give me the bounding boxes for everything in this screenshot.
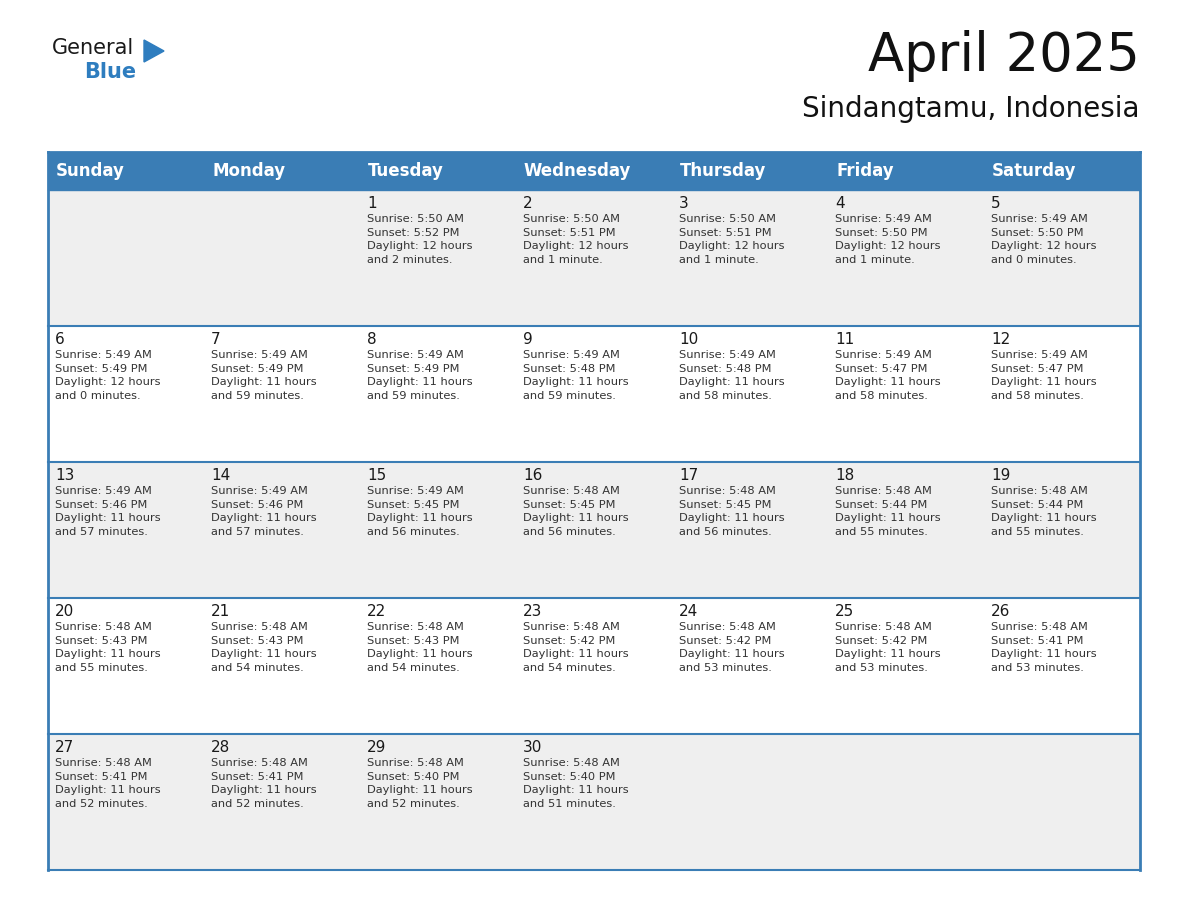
Text: Sunrise: 5:49 AM
Sunset: 5:46 PM
Daylight: 11 hours
and 57 minutes.: Sunrise: 5:49 AM Sunset: 5:46 PM Dayligh… [55, 486, 160, 537]
Bar [48, 462, 1140, 598]
Text: 6: 6 [55, 332, 65, 347]
Text: 8: 8 [367, 332, 377, 347]
Text: 18: 18 [835, 468, 854, 483]
Text: Sunrise: 5:48 AM
Sunset: 5:43 PM
Daylight: 11 hours
and 54 minutes.: Sunrise: 5:48 AM Sunset: 5:43 PM Dayligh… [367, 622, 473, 673]
Text: 11: 11 [835, 332, 854, 347]
Bar [516, 152, 672, 190]
Bar [48, 152, 204, 190]
Text: Sunrise: 5:48 AM
Sunset: 5:45 PM
Daylight: 11 hours
and 56 minutes.: Sunrise: 5:48 AM Sunset: 5:45 PM Dayligh… [680, 486, 784, 537]
Text: 20: 20 [55, 604, 74, 619]
Bar [48, 326, 1140, 462]
Text: 19: 19 [991, 468, 1010, 483]
Text: Sunrise: 5:49 AM
Sunset: 5:48 PM
Daylight: 11 hours
and 58 minutes.: Sunrise: 5:49 AM Sunset: 5:48 PM Dayligh… [680, 350, 784, 401]
Text: Monday: Monday [211, 162, 285, 180]
Text: Friday: Friday [836, 162, 893, 180]
Text: 1: 1 [367, 196, 377, 211]
Text: Sunrise: 5:48 AM
Sunset: 5:42 PM
Daylight: 11 hours
and 53 minutes.: Sunrise: 5:48 AM Sunset: 5:42 PM Dayligh… [680, 622, 784, 673]
Text: Sunrise: 5:49 AM
Sunset: 5:49 PM
Daylight: 11 hours
and 59 minutes.: Sunrise: 5:49 AM Sunset: 5:49 PM Dayligh… [211, 350, 317, 401]
Text: Sunrise: 5:49 AM
Sunset: 5:45 PM
Daylight: 11 hours
and 56 minutes.: Sunrise: 5:49 AM Sunset: 5:45 PM Dayligh… [367, 486, 473, 537]
Text: 24: 24 [680, 604, 699, 619]
Text: Sunrise: 5:49 AM
Sunset: 5:49 PM
Daylight: 11 hours
and 59 minutes.: Sunrise: 5:49 AM Sunset: 5:49 PM Dayligh… [367, 350, 473, 401]
Text: 5: 5 [991, 196, 1000, 211]
Text: 23: 23 [523, 604, 543, 619]
Text: Sunday: Sunday [56, 162, 125, 180]
Bar [360, 152, 516, 190]
Text: Sunrise: 5:50 AM
Sunset: 5:51 PM
Daylight: 12 hours
and 1 minute.: Sunrise: 5:50 AM Sunset: 5:51 PM Dayligh… [523, 214, 628, 264]
Text: 9: 9 [523, 332, 532, 347]
Text: 15: 15 [367, 468, 386, 483]
Text: Sunrise: 5:48 AM
Sunset: 5:40 PM
Daylight: 11 hours
and 52 minutes.: Sunrise: 5:48 AM Sunset: 5:40 PM Dayligh… [367, 758, 473, 809]
Text: Sunrise: 5:48 AM
Sunset: 5:41 PM
Daylight: 11 hours
and 52 minutes.: Sunrise: 5:48 AM Sunset: 5:41 PM Dayligh… [211, 758, 317, 809]
Text: Sunrise: 5:48 AM
Sunset: 5:42 PM
Daylight: 11 hours
and 53 minutes.: Sunrise: 5:48 AM Sunset: 5:42 PM Dayligh… [835, 622, 941, 673]
Text: Sunrise: 5:49 AM
Sunset: 5:50 PM
Daylight: 12 hours
and 0 minutes.: Sunrise: 5:49 AM Sunset: 5:50 PM Dayligh… [991, 214, 1097, 264]
Text: 2: 2 [523, 196, 532, 211]
Bar [984, 152, 1140, 190]
Text: Sunrise: 5:48 AM
Sunset: 5:43 PM
Daylight: 11 hours
and 55 minutes.: Sunrise: 5:48 AM Sunset: 5:43 PM Dayligh… [55, 622, 160, 673]
Text: Sunrise: 5:50 AM
Sunset: 5:51 PM
Daylight: 12 hours
and 1 minute.: Sunrise: 5:50 AM Sunset: 5:51 PM Dayligh… [680, 214, 784, 264]
Text: Sunrise: 5:48 AM
Sunset: 5:41 PM
Daylight: 11 hours
and 52 minutes.: Sunrise: 5:48 AM Sunset: 5:41 PM Dayligh… [55, 758, 160, 809]
Text: 4: 4 [835, 196, 845, 211]
Bar [48, 598, 1140, 734]
Text: 17: 17 [680, 468, 699, 483]
Text: Sunrise: 5:48 AM
Sunset: 5:44 PM
Daylight: 11 hours
and 55 minutes.: Sunrise: 5:48 AM Sunset: 5:44 PM Dayligh… [835, 486, 941, 537]
Text: General: General [52, 38, 134, 58]
Bar [828, 152, 984, 190]
Text: 29: 29 [367, 740, 386, 755]
Text: 25: 25 [835, 604, 854, 619]
Text: 12: 12 [991, 332, 1010, 347]
Text: Sunrise: 5:48 AM
Sunset: 5:42 PM
Daylight: 11 hours
and 54 minutes.: Sunrise: 5:48 AM Sunset: 5:42 PM Dayligh… [523, 622, 628, 673]
Text: Sunrise: 5:48 AM
Sunset: 5:41 PM
Daylight: 11 hours
and 53 minutes.: Sunrise: 5:48 AM Sunset: 5:41 PM Dayligh… [991, 622, 1097, 673]
Text: Sunrise: 5:48 AM
Sunset: 5:40 PM
Daylight: 11 hours
and 51 minutes.: Sunrise: 5:48 AM Sunset: 5:40 PM Dayligh… [523, 758, 628, 809]
Text: Sunrise: 5:48 AM
Sunset: 5:45 PM
Daylight: 11 hours
and 56 minutes.: Sunrise: 5:48 AM Sunset: 5:45 PM Dayligh… [523, 486, 628, 537]
Text: 22: 22 [367, 604, 386, 619]
Text: 21: 21 [211, 604, 230, 619]
Text: 10: 10 [680, 332, 699, 347]
Text: Sunrise: 5:49 AM
Sunset: 5:49 PM
Daylight: 12 hours
and 0 minutes.: Sunrise: 5:49 AM Sunset: 5:49 PM Dayligh… [55, 350, 160, 401]
Text: Sunrise: 5:49 AM
Sunset: 5:47 PM
Daylight: 11 hours
and 58 minutes.: Sunrise: 5:49 AM Sunset: 5:47 PM Dayligh… [835, 350, 941, 401]
Text: Sunrise: 5:50 AM
Sunset: 5:52 PM
Daylight: 12 hours
and 2 minutes.: Sunrise: 5:50 AM Sunset: 5:52 PM Dayligh… [367, 214, 473, 264]
Text: Sindangtamu, Indonesia: Sindangtamu, Indonesia [803, 95, 1140, 123]
Text: 30: 30 [523, 740, 543, 755]
Text: April 2025: April 2025 [868, 30, 1140, 82]
Text: Tuesday: Tuesday [368, 162, 444, 180]
Text: 3: 3 [680, 196, 689, 211]
Text: Sunrise: 5:49 AM
Sunset: 5:46 PM
Daylight: 11 hours
and 57 minutes.: Sunrise: 5:49 AM Sunset: 5:46 PM Dayligh… [211, 486, 317, 537]
Text: Sunrise: 5:49 AM
Sunset: 5:48 PM
Daylight: 11 hours
and 59 minutes.: Sunrise: 5:49 AM Sunset: 5:48 PM Dayligh… [523, 350, 628, 401]
Text: 14: 14 [211, 468, 230, 483]
Text: Sunrise: 5:49 AM
Sunset: 5:50 PM
Daylight: 12 hours
and 1 minute.: Sunrise: 5:49 AM Sunset: 5:50 PM Dayligh… [835, 214, 941, 264]
Text: Sunrise: 5:49 AM
Sunset: 5:47 PM
Daylight: 11 hours
and 58 minutes.: Sunrise: 5:49 AM Sunset: 5:47 PM Dayligh… [991, 350, 1097, 401]
Text: Sunrise: 5:48 AM
Sunset: 5:43 PM
Daylight: 11 hours
and 54 minutes.: Sunrise: 5:48 AM Sunset: 5:43 PM Dayligh… [211, 622, 317, 673]
Bar [48, 734, 1140, 870]
Bar [48, 190, 1140, 326]
Text: 16: 16 [523, 468, 543, 483]
Bar [204, 152, 360, 190]
Text: Sunrise: 5:48 AM
Sunset: 5:44 PM
Daylight: 11 hours
and 55 minutes.: Sunrise: 5:48 AM Sunset: 5:44 PM Dayligh… [991, 486, 1097, 537]
Bar [672, 152, 828, 190]
Polygon shape [144, 40, 164, 62]
Text: 28: 28 [211, 740, 230, 755]
Text: Saturday: Saturday [992, 162, 1076, 180]
Text: Wednesday: Wednesday [524, 162, 631, 180]
Text: 26: 26 [991, 604, 1010, 619]
Text: 13: 13 [55, 468, 75, 483]
Text: 7: 7 [211, 332, 221, 347]
Text: 27: 27 [55, 740, 74, 755]
Text: Thursday: Thursday [680, 162, 766, 180]
Text: Blue: Blue [84, 62, 137, 82]
